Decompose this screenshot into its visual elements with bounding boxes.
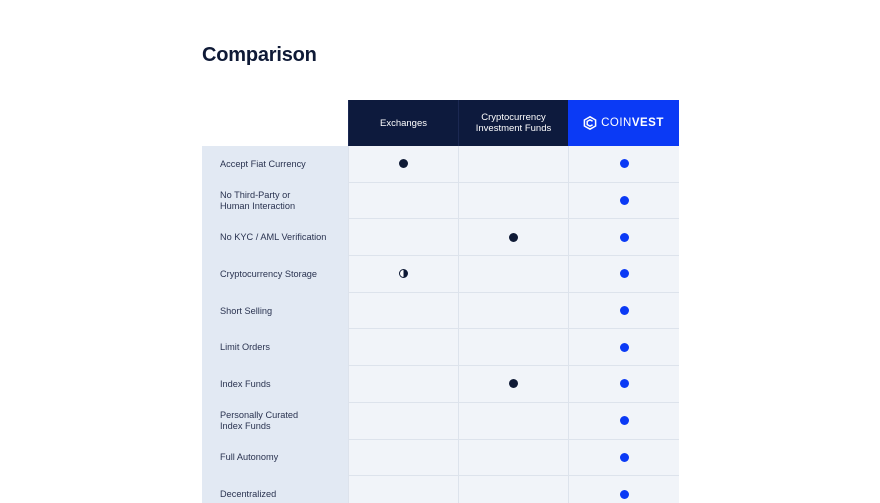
cell-funds xyxy=(458,402,568,440)
cell-funds xyxy=(458,182,568,220)
cell-funds xyxy=(458,256,568,293)
coinvest-logo-icon xyxy=(583,116,597,130)
dot-icon xyxy=(619,342,629,352)
cell-funds xyxy=(458,292,568,330)
cell-exchanges xyxy=(348,329,458,367)
cell-coinvest xyxy=(568,476,679,503)
cell-exchanges xyxy=(348,402,458,440)
dot-icon xyxy=(619,452,629,462)
cell-exchanges xyxy=(348,439,458,477)
cell-funds xyxy=(458,146,568,183)
cell-coinvest xyxy=(568,439,679,477)
cell-coinvest xyxy=(568,219,679,257)
dot-icon xyxy=(619,269,629,279)
column-header-coinvest: COINVEST xyxy=(568,100,679,146)
dot-icon xyxy=(619,306,629,316)
cell-funds xyxy=(458,476,568,503)
row-label: Personally Curated Index Funds xyxy=(202,402,348,440)
coinvest-logo: COINVEST xyxy=(583,116,664,130)
row-label: Short Selling xyxy=(202,292,348,330)
row-label: Index Funds xyxy=(202,366,348,403)
cell-coinvest xyxy=(568,256,679,293)
page-title: Comparison xyxy=(202,44,317,66)
column-header-label: Cryptocurrency Investment Funds xyxy=(475,112,552,134)
row-label: Full Autonomy xyxy=(202,439,348,477)
half-dot-icon xyxy=(399,269,408,279)
row-label: No KYC / AML Verification xyxy=(202,219,348,257)
column-header-exchanges: Exchanges xyxy=(348,100,458,146)
dot-icon xyxy=(399,159,408,169)
cell-exchanges xyxy=(348,256,458,293)
cell-funds xyxy=(458,219,568,257)
cell-funds xyxy=(458,439,568,477)
cell-exchanges xyxy=(348,219,458,257)
cell-exchanges xyxy=(348,366,458,403)
row-label: Decentralized xyxy=(202,476,348,503)
dot-icon xyxy=(619,489,629,499)
row-label: Cryptocurrency Storage xyxy=(202,256,348,293)
dot-icon xyxy=(509,232,518,242)
dot-icon xyxy=(619,379,629,389)
cell-exchanges xyxy=(348,182,458,220)
coinvest-wordmark: COINVEST xyxy=(601,116,664,129)
dot-icon xyxy=(619,416,629,426)
row-label: Limit Orders xyxy=(202,329,348,367)
row-label: Accept Fiat Currency xyxy=(202,146,348,183)
cell-exchanges xyxy=(348,292,458,330)
column-header-label: Exchanges xyxy=(379,117,427,129)
cell-coinvest xyxy=(568,292,679,330)
cell-funds xyxy=(458,366,568,403)
cell-exchanges xyxy=(348,476,458,503)
cell-coinvest xyxy=(568,329,679,367)
cell-coinvest xyxy=(568,402,679,440)
column-header-funds: Cryptocurrency Investment Funds xyxy=(458,100,568,146)
cell-funds xyxy=(458,329,568,367)
comparison-table: Exchanges Cryptocurrency Investment Fund… xyxy=(202,100,679,503)
cell-exchanges xyxy=(348,146,458,183)
row-label: No Third-Party or Human Interaction xyxy=(202,182,348,220)
dot-icon xyxy=(619,159,629,169)
cell-coinvest xyxy=(568,366,679,403)
dot-icon xyxy=(619,196,629,206)
dot-icon xyxy=(619,232,629,242)
cell-coinvest xyxy=(568,146,679,183)
header-blank xyxy=(202,100,348,146)
cell-coinvest xyxy=(568,182,679,220)
dot-icon xyxy=(509,379,518,389)
